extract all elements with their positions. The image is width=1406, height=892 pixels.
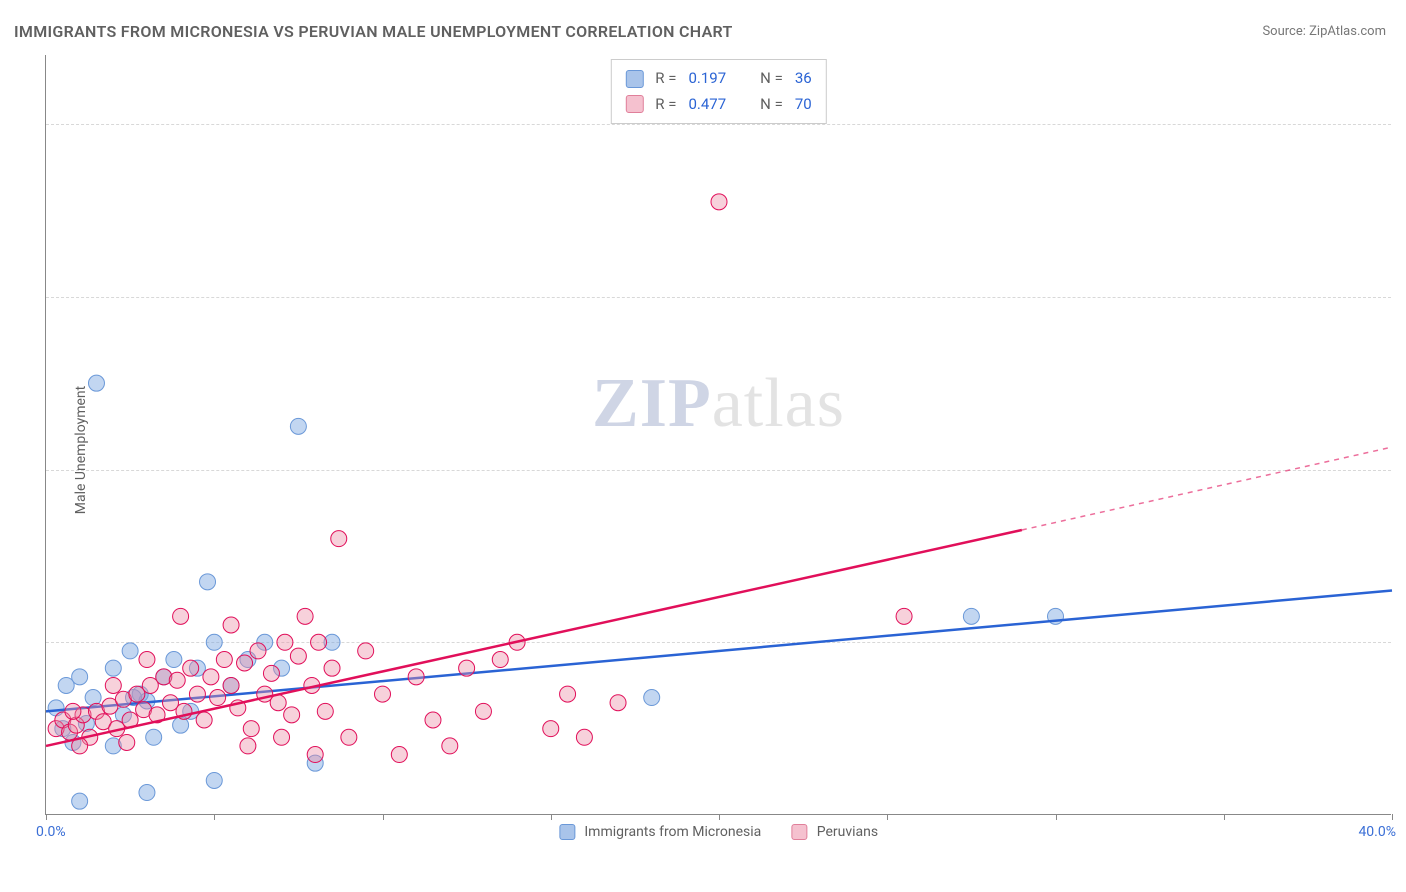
scatter-point bbox=[88, 375, 104, 391]
scatter-point bbox=[475, 703, 491, 719]
r-value-peruvians: 0.477 bbox=[688, 92, 726, 118]
n-label: N = bbox=[760, 92, 783, 118]
scatter-point bbox=[341, 729, 357, 745]
scatter-point bbox=[237, 655, 253, 671]
scatter-point bbox=[408, 669, 424, 685]
scatter-point bbox=[200, 574, 216, 590]
x-axis-min-label: 0.0% bbox=[36, 824, 66, 840]
scatter-point bbox=[290, 648, 306, 664]
scatter-point bbox=[206, 634, 222, 650]
scatter-plot-svg bbox=[46, 55, 1391, 814]
scatter-point bbox=[263, 665, 279, 681]
source-label: Source: bbox=[1262, 24, 1305, 39]
y-tick-label: 20.0% bbox=[1396, 462, 1406, 478]
scatter-point bbox=[223, 677, 239, 693]
x-axis-max-label: 40.0% bbox=[1358, 824, 1396, 840]
scatter-point bbox=[72, 669, 88, 685]
scatter-point bbox=[183, 660, 199, 676]
scatter-point bbox=[311, 634, 327, 650]
legend-swatch-peruvians bbox=[625, 95, 643, 113]
scatter-point bbox=[290, 418, 306, 434]
scatter-point bbox=[963, 608, 979, 624]
scatter-point bbox=[65, 703, 81, 719]
scatter-point bbox=[203, 669, 219, 685]
scatter-point bbox=[442, 738, 458, 754]
scatter-point bbox=[610, 695, 626, 711]
correlation-legend: R = 0.197 N = 36 R = 0.477 N = 70 bbox=[610, 59, 826, 124]
scatter-point bbox=[307, 747, 323, 763]
scatter-point bbox=[169, 672, 185, 688]
scatter-point bbox=[122, 643, 138, 659]
y-tick-label: 30.0% bbox=[1396, 289, 1406, 305]
scatter-point bbox=[210, 690, 226, 706]
scatter-point bbox=[375, 686, 391, 702]
scatter-point bbox=[105, 660, 121, 676]
series-legend: Immigrants from Micronesia Peruvians bbox=[559, 824, 878, 840]
scatter-point bbox=[576, 729, 592, 745]
plot-area: ZIPatlas R = 0.197 N = 36 R = 0.477 N = … bbox=[45, 55, 1391, 815]
scatter-point bbox=[425, 712, 441, 728]
scatter-point bbox=[358, 643, 374, 659]
n-value-micronesia: 36 bbox=[795, 66, 812, 92]
scatter-point bbox=[270, 695, 286, 711]
scatter-point bbox=[146, 729, 162, 745]
trend-line bbox=[46, 590, 1392, 711]
chart-title: IMMIGRANTS FROM MICRONESIA VS PERUVIAN M… bbox=[14, 22, 733, 41]
scatter-point bbox=[317, 703, 333, 719]
scatter-point bbox=[196, 712, 212, 728]
chart-container: Male Unemployment ZIPatlas R = 0.197 N =… bbox=[45, 55, 1391, 845]
scatter-point bbox=[492, 652, 508, 668]
scatter-point bbox=[189, 686, 205, 702]
scatter-point bbox=[324, 660, 340, 676]
y-tick-label: 10.0% bbox=[1396, 634, 1406, 650]
scatter-point bbox=[284, 707, 300, 723]
scatter-point bbox=[543, 721, 559, 737]
scatter-point bbox=[644, 690, 660, 706]
source-link[interactable]: ZipAtlas.com bbox=[1309, 24, 1386, 39]
trend-line-dashed bbox=[1022, 447, 1392, 530]
legend-row-micronesia: R = 0.197 N = 36 bbox=[625, 66, 811, 92]
scatter-point bbox=[250, 643, 266, 659]
scatter-point bbox=[85, 690, 101, 706]
legend-item-peruvians: Peruvians bbox=[791, 824, 878, 840]
scatter-point bbox=[560, 686, 576, 702]
scatter-point bbox=[391, 747, 407, 763]
scatter-point bbox=[223, 617, 239, 633]
legend-swatch-micronesia bbox=[625, 70, 643, 88]
scatter-point bbox=[896, 608, 912, 624]
legend-row-peruvians: R = 0.477 N = 70 bbox=[625, 92, 811, 118]
scatter-point bbox=[274, 729, 290, 745]
scatter-point bbox=[173, 608, 189, 624]
scatter-point bbox=[206, 772, 222, 788]
scatter-point bbox=[216, 652, 232, 668]
n-label: N = bbox=[760, 66, 783, 92]
y-tick-label: 40.0% bbox=[1396, 116, 1406, 132]
scatter-point bbox=[277, 634, 293, 650]
legend-swatch-icon bbox=[559, 824, 575, 840]
r-label: R = bbox=[655, 66, 676, 92]
scatter-point bbox=[173, 717, 189, 733]
scatter-point bbox=[240, 738, 256, 754]
r-label: R = bbox=[655, 92, 676, 118]
r-value-micronesia: 0.197 bbox=[688, 66, 726, 92]
legend-label-peruvians: Peruvians bbox=[817, 824, 878, 840]
legend-label-micronesia: Immigrants from Micronesia bbox=[584, 824, 761, 840]
legend-swatch-icon bbox=[791, 824, 807, 840]
scatter-point bbox=[459, 660, 475, 676]
scatter-point bbox=[711, 194, 727, 210]
legend-item-micronesia: Immigrants from Micronesia bbox=[559, 824, 761, 840]
source-citation: Source: ZipAtlas.com bbox=[1262, 24, 1386, 39]
scatter-point bbox=[72, 793, 88, 809]
n-value-peruvians: 70 bbox=[795, 92, 812, 118]
scatter-point bbox=[243, 721, 259, 737]
scatter-point bbox=[166, 652, 182, 668]
scatter-point bbox=[139, 785, 155, 801]
scatter-point bbox=[119, 734, 135, 750]
scatter-point bbox=[139, 652, 155, 668]
scatter-point bbox=[105, 677, 121, 693]
scatter-point bbox=[297, 608, 313, 624]
scatter-point bbox=[331, 531, 347, 547]
